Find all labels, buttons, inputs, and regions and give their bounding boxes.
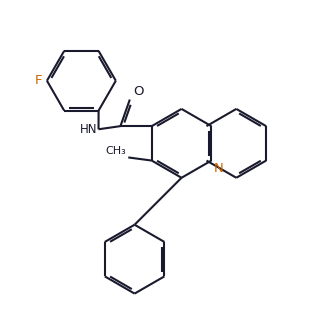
Text: F: F — [35, 74, 42, 87]
Text: HN: HN — [80, 123, 97, 136]
Text: CH₃: CH₃ — [105, 147, 126, 156]
Text: N: N — [214, 162, 223, 175]
Text: O: O — [134, 85, 144, 98]
